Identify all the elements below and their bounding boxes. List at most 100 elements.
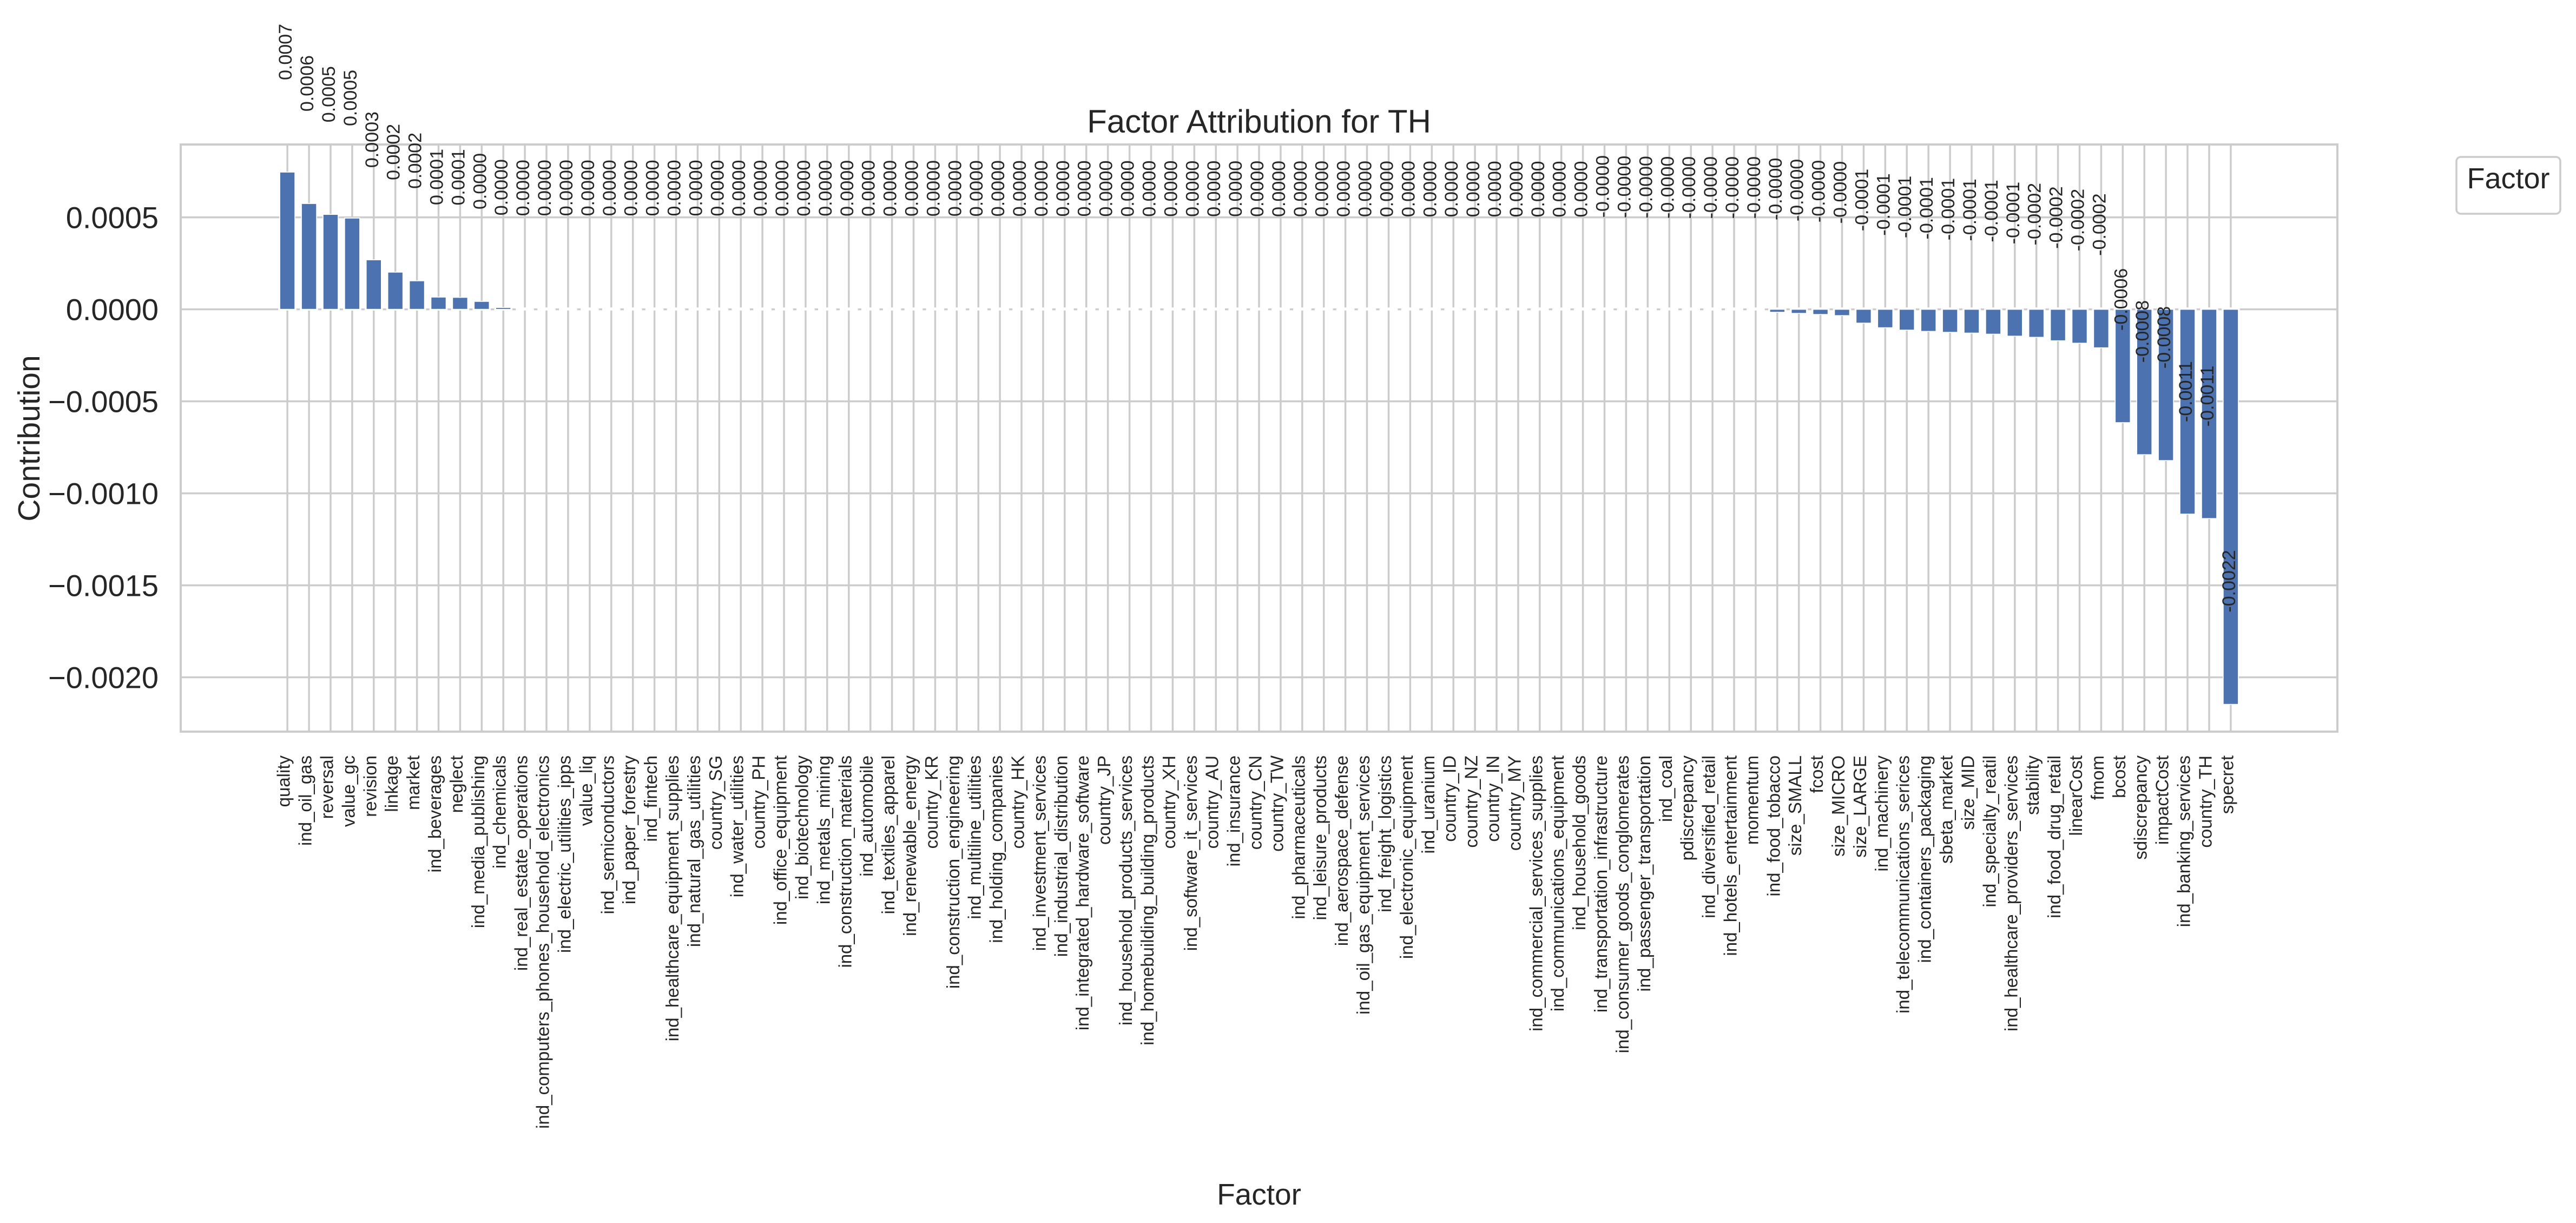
svg-text:country_JP: country_JP [1094,755,1114,845]
svg-text:0.0000: 0.0000 [902,160,923,216]
svg-text:0.0000: 0.0000 [1485,161,1505,217]
svg-text:0.0000: 0.0000 [686,160,706,216]
svg-text:−0.0010: −0.0010 [48,477,159,511]
svg-text:0.0000: 0.0000 [664,160,685,216]
svg-text:ind_pharmaceuticals: ind_pharmaceuticals [1288,755,1308,919]
svg-text:ind_real_estate_operations: ind_real_estate_operations [511,755,531,971]
svg-text:ind_coal: ind_coal [1656,755,1676,822]
svg-text:-0.0001: -0.0001 [1981,180,2002,242]
svg-text:-0.0002: -0.0002 [2025,183,2045,245]
svg-text:0.0001: 0.0001 [427,149,447,205]
svg-text:0.0000: 0.0000 [794,160,814,216]
svg-text:ind_healthcare_equipment_suppl: ind_healthcare_equipment_supplies [662,755,682,1041]
svg-text:ind_integrated_hardware_softwa: ind_integrated_hardware_software [1072,755,1092,1030]
svg-text:0.0000: 0.0000 [945,160,965,216]
svg-text:0.0000: 0.0000 [880,160,901,216]
svg-text:revision: revision [360,755,380,817]
svg-text:ind_electronic_equipment: ind_electronic_equipment [1396,755,1417,959]
svg-text:-0.0001: -0.0001 [1938,178,1959,240]
svg-text:bcost: bcost [2109,755,2129,798]
svg-text:size_MID: size_MID [1958,755,1978,830]
svg-text:ind_food_tobacco: ind_food_tobacco [1763,755,1783,897]
svg-text:-0.0000: -0.0000 [1701,156,1721,219]
svg-text:0.0002: 0.0002 [405,133,426,189]
svg-text:quality: quality [274,755,294,807]
svg-text:-0.0011: -0.0011 [2197,365,2218,426]
svg-text:size_LARGE: size_LARGE [1850,755,1870,858]
svg-text:0.0000: 0.0000 [578,160,598,216]
svg-text:country_SG: country_SG [706,755,726,850]
svg-text:0.0000: 0.0000 [1161,161,1181,217]
svg-text:country_TH: country_TH [2196,755,2216,848]
svg-text:0.0000: 0.0000 [1398,161,1419,217]
svg-text:0.0000: 0.0000 [1528,161,1549,217]
svg-text:size_SMALL: size_SMALL [1785,755,1805,856]
svg-text:sbeta_market: sbeta_market [1936,755,1956,864]
svg-text:Factor: Factor [1217,1178,1301,1211]
svg-text:momentum: momentum [1742,755,1762,845]
svg-text:0.0000: 0.0000 [621,160,642,216]
svg-text:0.0000: 0.0000 [491,159,512,215]
svg-text:value_gc: value_gc [338,755,358,827]
svg-text:0.0000: 0.0000 [1247,161,1268,217]
svg-text:0.0000: 0.0000 [966,160,987,216]
svg-text:ind_software_it_services: ind_software_it_services [1181,755,1201,951]
svg-text:country_CN: country_CN [1246,755,1266,850]
svg-text:country_PH: country_PH [749,755,769,849]
svg-text:ind_industrial_distribution: ind_industrial_distribution [1051,755,1071,957]
svg-text:ind_leisure_products: ind_leisure_products [1310,755,1330,920]
svg-text:0.0000: 0.0000 [1182,161,1203,217]
svg-text:0.0002: 0.0002 [384,124,404,180]
svg-text:value_liq: value_liq [576,755,596,826]
svg-text:country_NZ: country_NZ [1461,755,1481,848]
svg-text:Factor Attribution for TH: Factor Attribution for TH [1087,103,1431,140]
svg-text:country_KR: country_KR [921,755,941,849]
svg-text:-0.0008: -0.0008 [2154,306,2175,369]
svg-text:ind_textiles_apparel: ind_textiles_apparel [878,755,898,915]
svg-text:0.0000: 0.0000 [1290,161,1311,217]
svg-text:ind_household_goods: ind_household_goods [1569,755,1589,930]
svg-text:Contribution: Contribution [12,355,47,521]
svg-text:ind_banking_services: ind_banking_services [2174,755,2194,927]
svg-text:ind_water_utilities: ind_water_utilities [727,755,747,897]
svg-text:Factor: Factor [2467,162,2549,195]
svg-text:sdiscrepancy: sdiscrepancy [2131,755,2151,860]
svg-text:ind_fintech: ind_fintech [641,755,661,842]
svg-text:0.0000: 0.0000 [1226,161,1246,217]
svg-text:0.0000: 0.0000 [750,160,771,216]
svg-text:0.0000: 0.0000 [1377,161,1398,217]
svg-text:specret: specret [2217,755,2237,814]
svg-text:pdiscrepancy: pdiscrepancy [1677,755,1697,861]
svg-text:-0.0000: -0.0000 [1744,156,1764,219]
svg-text:0.0000: 0.0000 [66,293,159,327]
svg-text:ind_aerospace_defense: ind_aerospace_defense [1332,755,1352,946]
svg-text:0.0000: 0.0000 [1420,161,1440,217]
svg-text:-0.0000: -0.0000 [1809,160,1829,222]
svg-text:stability: stability [2022,755,2043,816]
svg-text:country_AU: country_AU [1202,755,1222,849]
svg-text:0.0000: 0.0000 [707,160,728,216]
svg-text:-0.0001: -0.0001 [1960,179,1980,241]
svg-text:0.0000: 0.0000 [556,160,577,216]
svg-text:0.0000: 0.0000 [729,160,749,216]
svg-text:ind_healthcare_providers_servi: ind_healthcare_providers_services [2001,755,2021,1031]
svg-text:ind_containers_packaging: ind_containers_packaging [1915,755,1935,963]
svg-text:0.0000: 0.0000 [1571,161,1592,218]
svg-text:ind_biotechnology: ind_biotechnology [792,755,812,900]
svg-text:country_HK: country_HK [1008,755,1028,849]
svg-text:-0.0008: -0.0008 [2132,300,2153,363]
svg-text:0.0005: 0.0005 [66,201,159,235]
svg-text:0.0000: 0.0000 [1269,161,1289,217]
svg-text:-0.0000: -0.0000 [1722,156,1743,219]
svg-text:0.0000: 0.0000 [1334,161,1354,217]
svg-text:ind_renewable_energy: ind_renewable_energy [900,755,920,936]
svg-text:0.0000: 0.0000 [988,160,1009,216]
svg-text:ind_transportation_infrastruct: ind_transportation_infrastructure [1591,755,1611,1012]
svg-text:ind_chemicals: ind_chemicals [490,755,510,869]
svg-text:ind_machinery: ind_machinery [1872,755,1892,872]
svg-text:country_XH: country_XH [1159,755,1179,849]
svg-text:0.0000: 0.0000 [1096,161,1117,217]
svg-text:ind_freight_logistics: ind_freight_logistics [1375,755,1395,912]
svg-text:ind_office_equipment: ind_office_equipment [770,755,790,925]
svg-text:-0.0006: -0.0006 [2111,268,2131,331]
